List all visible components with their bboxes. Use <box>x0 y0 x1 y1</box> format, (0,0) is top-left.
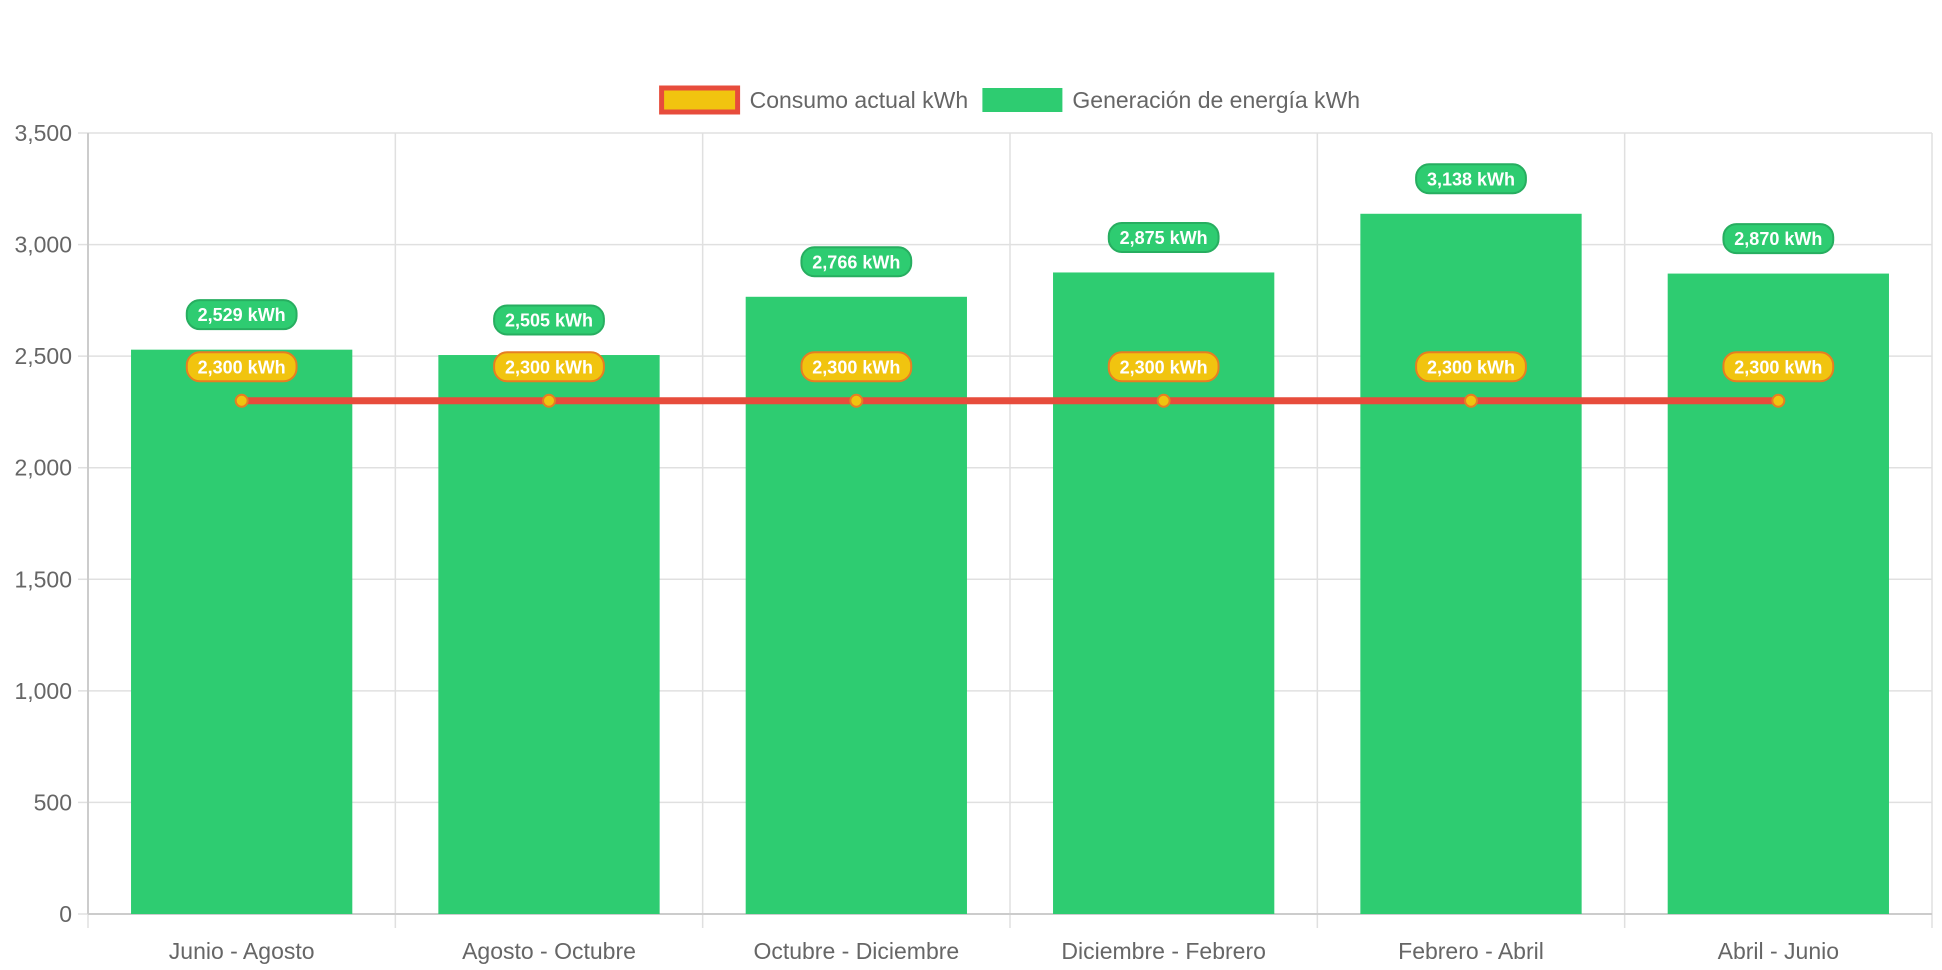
x-tick-label: Agosto - Octubre <box>462 938 636 964</box>
x-tick-label: Diciembre - Febrero <box>1061 938 1266 964</box>
bar-data-label-text: 3,138 kWh <box>1427 169 1515 189</box>
x-tick-label: Octubre - Diciembre <box>753 938 959 964</box>
line-data-label-text: 2,300 kWh <box>198 357 286 377</box>
line-point <box>1464 393 1478 408</box>
axes: 0 500 1,000 1,500 2,000 2,500 3,000 3,500 Junio … <box>14 120 1932 964</box>
bar-data-label-text: 2,766 kWh <box>812 252 900 272</box>
line-point <box>1771 393 1786 408</box>
y-tick-label: 3,000 <box>14 232 72 258</box>
bar-data-label-text: 2,505 kWh <box>505 311 593 331</box>
line-data-label: 2,300 kWh <box>493 351 605 383</box>
x-tick-label: Abril - Junio <box>1718 938 1839 964</box>
bar <box>1360 213 1582 914</box>
bar <box>438 355 660 915</box>
bar-data-label: 2,870 kWh <box>1722 223 1835 255</box>
bar-series <box>131 213 1889 915</box>
y-tick-label: 3,500 <box>14 120 72 146</box>
x-tick-label: Febrero - Abril <box>1398 938 1544 964</box>
bar-data-label-bg <box>1722 223 1835 255</box>
bar-data-label: 2,766 kWh <box>800 246 913 278</box>
line-data-label-bg <box>185 351 298 383</box>
x-tick-label: Junio - Agosto <box>169 938 315 964</box>
y-tick-label: 1,500 <box>14 566 72 592</box>
line-data-label-bg <box>1415 351 1527 383</box>
line-data-label: 2,300 kWh <box>1107 351 1220 383</box>
y-tick-label: 0 <box>59 901 72 927</box>
legend-item[interactable]: Generación de energía kWh <box>982 87 1360 113</box>
bar-data-label-bg <box>800 246 913 278</box>
data-labels: 2,529 kWh 2,505 kWh 2,766 kWh 2,875 kWh 3,13… <box>185 163 1835 383</box>
line-data-label-bg <box>800 351 913 383</box>
y-tick-label: 2,000 <box>14 455 72 481</box>
bar-data-label: 2,505 kWh <box>493 304 605 336</box>
line-data-label-text: 2,300 kWh <box>1427 357 1515 377</box>
line-data-label-bg <box>493 351 605 383</box>
y-tick-label: 2,500 <box>14 343 72 369</box>
line-data-label-bg <box>1722 351 1835 383</box>
line-data-label-bg <box>1107 351 1220 383</box>
line-data-label-text: 2,300 kWh <box>1120 357 1208 377</box>
y-tick-label: 1,000 <box>14 678 72 704</box>
bar-data-label-text: 2,870 kWh <box>1734 229 1822 249</box>
legend-swatch <box>982 88 1063 112</box>
line-point <box>849 393 864 408</box>
line-data-label-text: 2,300 kWh <box>812 357 900 377</box>
bar-data-label-text: 2,529 kWh <box>198 305 286 325</box>
legend-label: Generación de energía kWh <box>1072 87 1360 113</box>
bar-data-label-bg <box>1415 163 1527 195</box>
bar <box>131 349 353 914</box>
bar-data-label-bg <box>493 304 605 336</box>
line-data-label: 2,300 kWh <box>800 351 913 383</box>
bar-data-label-bg <box>185 299 298 331</box>
bar-data-label: 3,138 kWh <box>1415 163 1527 195</box>
line-point <box>1156 393 1171 408</box>
legend-label: Consumo actual kWh <box>750 87 969 113</box>
bar-data-label-text: 2,875 kWh <box>1120 228 1208 248</box>
line-data-label: 2,300 kWh <box>1722 351 1835 383</box>
line-point <box>542 393 556 408</box>
line-data-label-text: 2,300 kWh <box>1734 357 1822 377</box>
legend-item[interactable]: Consumo actual kWh <box>659 85 969 115</box>
bar-data-label-bg <box>1107 221 1220 253</box>
line-series <box>234 393 1786 408</box>
legend-swatch <box>659 85 741 115</box>
bar-data-label: 2,875 kWh <box>1107 221 1220 253</box>
bar-data-label: 2,529 kWh <box>185 299 298 331</box>
line-data-label-text: 2,300 kWh <box>505 357 593 377</box>
y-tick-label: 500 <box>34 789 72 815</box>
line-data-label: 2,300 kWh <box>1415 351 1527 383</box>
line-data-label: 2,300 kWh <box>185 351 298 383</box>
line-point <box>234 393 249 408</box>
bar <box>745 296 967 914</box>
legend: Consumo actual kWh Generación de energía … <box>659 85 1360 115</box>
grid <box>78 132 1933 928</box>
